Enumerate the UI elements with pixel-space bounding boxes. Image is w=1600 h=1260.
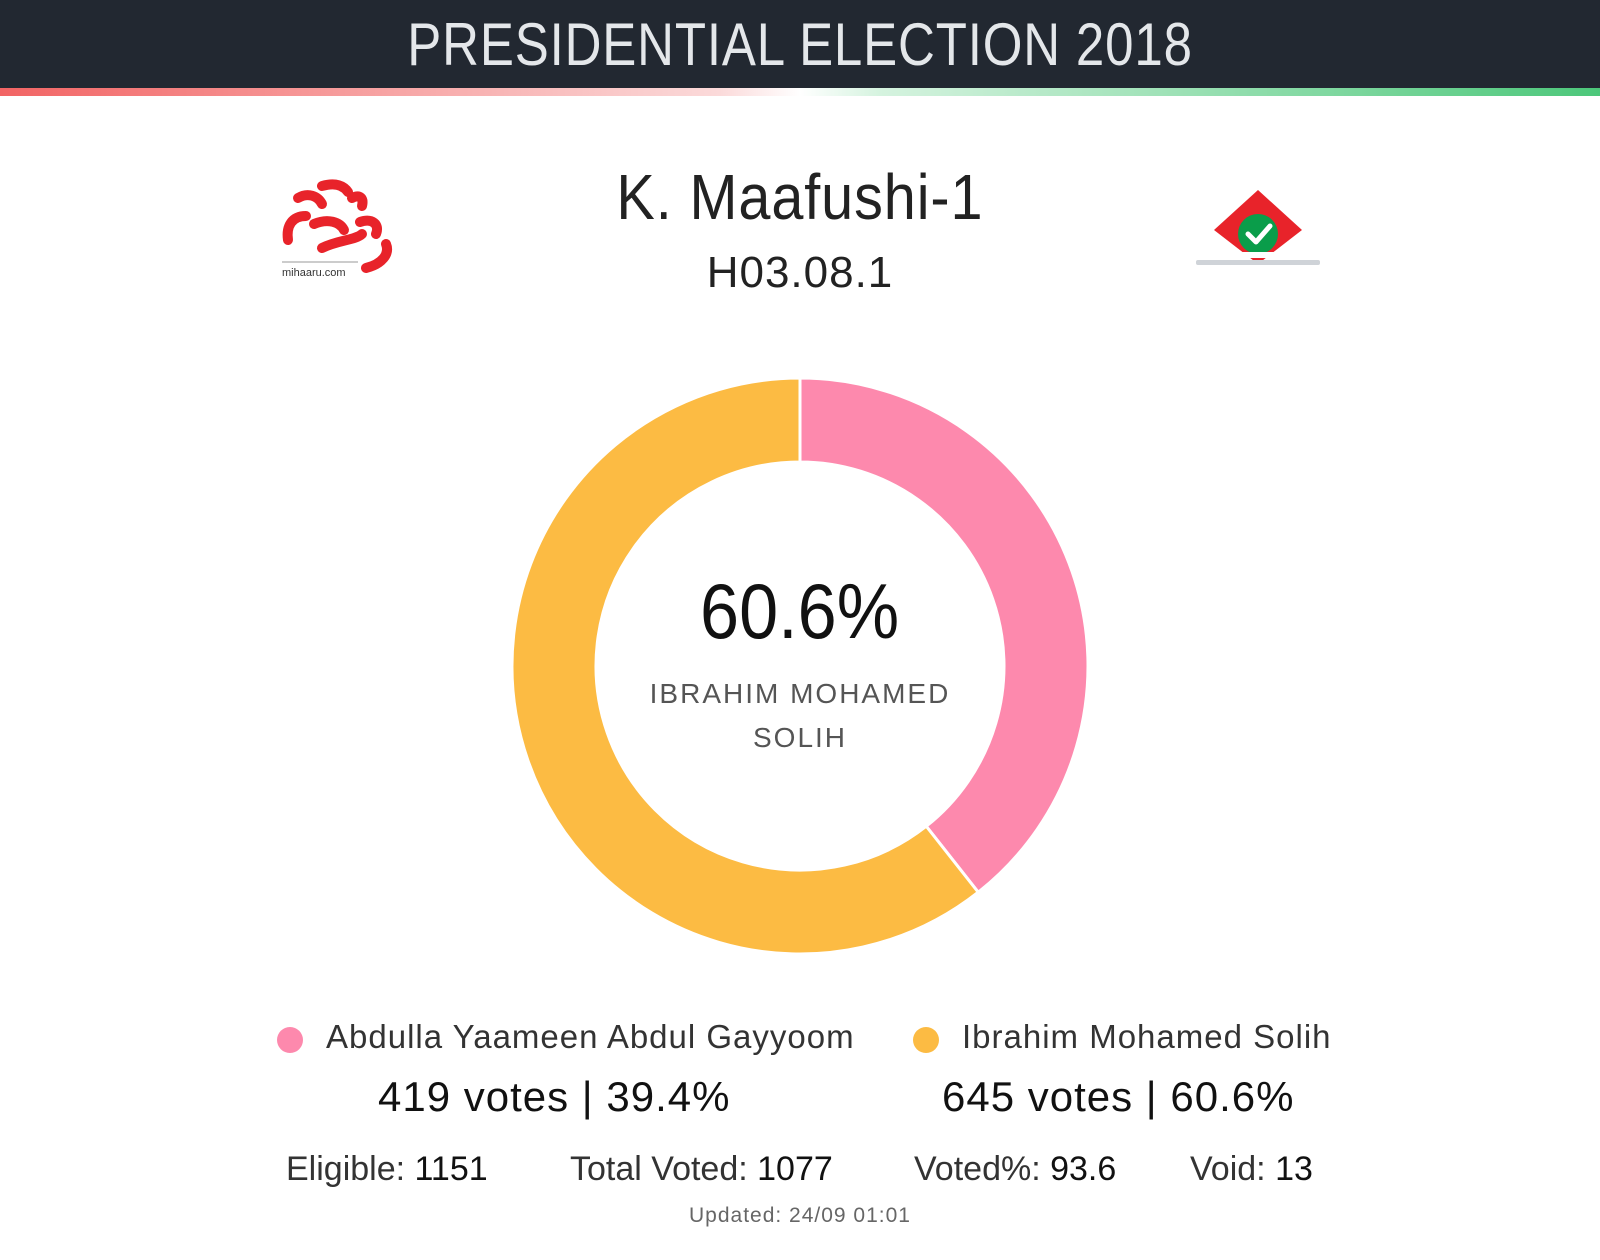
updated-timestamp: Updated: 24/09 01:01 bbox=[688, 1204, 911, 1227]
stat-void-label: Void: bbox=[1190, 1150, 1266, 1188]
center-percentage: 60.6% bbox=[700, 567, 900, 655]
stat-void: Void: 13 bbox=[1190, 1150, 1313, 1189]
header-bar: PRESIDENTIAL ELECTION 2018 bbox=[0, 0, 1600, 88]
stat-void-value: 13 bbox=[1275, 1150, 1313, 1188]
center-candidate-name: IBRAHIM MOHAMED SOLIH bbox=[649, 678, 951, 753]
legend-dot-solih bbox=[913, 1027, 939, 1053]
mihaaru-caption: mihaaru.com bbox=[282, 267, 346, 279]
ballot-box-icon bbox=[1196, 190, 1320, 265]
mihaaru-logo: mihaaru.com bbox=[282, 179, 392, 279]
constituency-name: K. Maafushi-1 bbox=[616, 161, 984, 233]
stat-eligible-value: 1151 bbox=[414, 1150, 488, 1188]
stat-eligible: Eligible: 1151 bbox=[286, 1150, 488, 1189]
stat-total-voted-label: Total Voted: bbox=[570, 1150, 748, 1188]
donut-chart bbox=[510, 376, 1090, 956]
legend-name-solih: Ibrahim Mohamed Solih bbox=[962, 1018, 1332, 1055]
stat-voted-pct-value: 93.6 bbox=[1050, 1150, 1117, 1188]
stat-total-voted-value: 1077 bbox=[757, 1150, 833, 1188]
stat-eligible-label: Eligible: bbox=[286, 1150, 406, 1188]
constituency-code: H03.08.1 bbox=[706, 248, 894, 297]
stat-voted-pct-label: Voted%: bbox=[914, 1150, 1041, 1188]
slice-solih bbox=[510, 376, 981, 956]
legend-votes-solih: 645 votes | 60.6% bbox=[942, 1073, 1295, 1120]
slice-yaameen bbox=[798, 376, 1090, 895]
legend-votes-yaameen: 419 votes | 39.4% bbox=[378, 1073, 731, 1120]
header-stripe bbox=[0, 88, 1600, 96]
stat-total-voted: Total Voted: 1077 bbox=[570, 1150, 833, 1189]
legend-dot-yaameen bbox=[277, 1027, 303, 1053]
stat-voted-pct: Voted%: 93.6 bbox=[914, 1150, 1116, 1189]
page-title: PRESIDENTIAL ELECTION 2018 bbox=[407, 10, 1193, 78]
legend-name-yaameen: Abdulla Yaameen Abdul Gayyoom bbox=[326, 1018, 855, 1055]
